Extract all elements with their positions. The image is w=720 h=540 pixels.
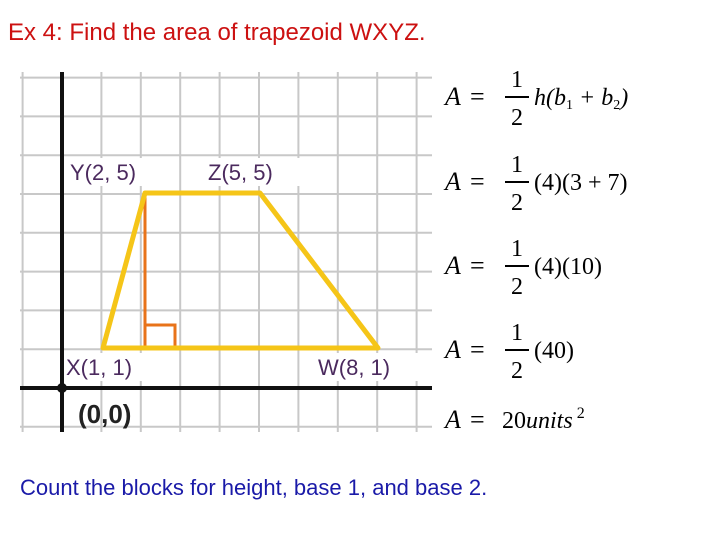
formulas: A =12h(b1 + b2)A =12(4)(3 + 7)A =12(4)(10)A… (443, 67, 628, 434)
title: Ex 4: Find the area of trapezoid WXYZ. (8, 19, 426, 46)
formula: A = 1 2 (4)(10) (443, 236, 602, 300)
expression-part: ) (618, 85, 628, 111)
expression-part: units (526, 408, 573, 434)
expression-part: 20 (502, 408, 526, 434)
subscript: 1 (566, 98, 573, 113)
formula-lhs: A (443, 335, 461, 364)
point-label: Y(2, 5) (70, 160, 136, 185)
fraction-denominator: 2 (511, 274, 523, 300)
expression-part: (4)(10) (534, 254, 602, 280)
formula: A = 1 2 (4)(3 + 7) (443, 152, 628, 216)
right-angle (145, 323, 177, 348)
label-background (316, 353, 420, 381)
formula-expression: h(b1 + b2) (534, 85, 628, 113)
point-label: W(8, 1) (318, 355, 390, 380)
fraction-denominator: 2 (511, 105, 523, 131)
formula-lhs: A (443, 405, 461, 434)
formula-equals: = (470, 335, 485, 364)
label-background (68, 158, 172, 186)
fraction-numerator: 1 (511, 152, 523, 178)
label-background (64, 353, 168, 381)
origin-label: (0,0) (78, 399, 131, 429)
expression-part: (40) (534, 338, 574, 364)
formula: A =12h(b1 + b2) (443, 67, 628, 131)
formula-equals: = (470, 251, 485, 280)
fraction-denominator: 2 (511, 358, 523, 384)
point-label: X(1, 1) (66, 355, 132, 380)
expression-part: (4)(3 + 7) (534, 170, 628, 196)
trapezoid (100, 190, 381, 351)
formula-lhs: A (443, 82, 461, 111)
superscript: 2 (577, 405, 585, 422)
fraction-numerator: 1 (511, 67, 523, 93)
label-background (206, 158, 310, 186)
formula-equals: = (470, 82, 485, 111)
formula: A = 20units 2 (443, 405, 585, 434)
point-label: Z(5, 5) (208, 160, 273, 185)
formula-lhs: A (443, 251, 461, 280)
formula: A = 1 2 (40) (443, 320, 574, 384)
formula-lhs: A (443, 167, 461, 196)
formula-expression: (40) (534, 338, 574, 364)
point-labels: Y(2, 5) Z(5, 5) X(1, 1) W(8, 1) (64, 158, 420, 381)
origin-dot (57, 383, 67, 393)
expression-part: + b (573, 85, 613, 111)
formula-expression: 20units 2 (502, 405, 585, 434)
formula-expression: (4)(3 + 7) (534, 170, 628, 196)
expression-part: h(b (534, 85, 566, 111)
fraction-numerator: 1 (511, 236, 523, 262)
fraction-denominator: 2 (511, 190, 523, 216)
formula-equals: = (470, 405, 485, 434)
formula-equals: = (470, 167, 485, 196)
fraction-numerator: 1 (511, 320, 523, 346)
formula-expression: (4)(10) (534, 254, 602, 280)
subscript: 2 (613, 98, 620, 113)
footer: Count the blocks for height, base 1, and… (20, 475, 487, 500)
